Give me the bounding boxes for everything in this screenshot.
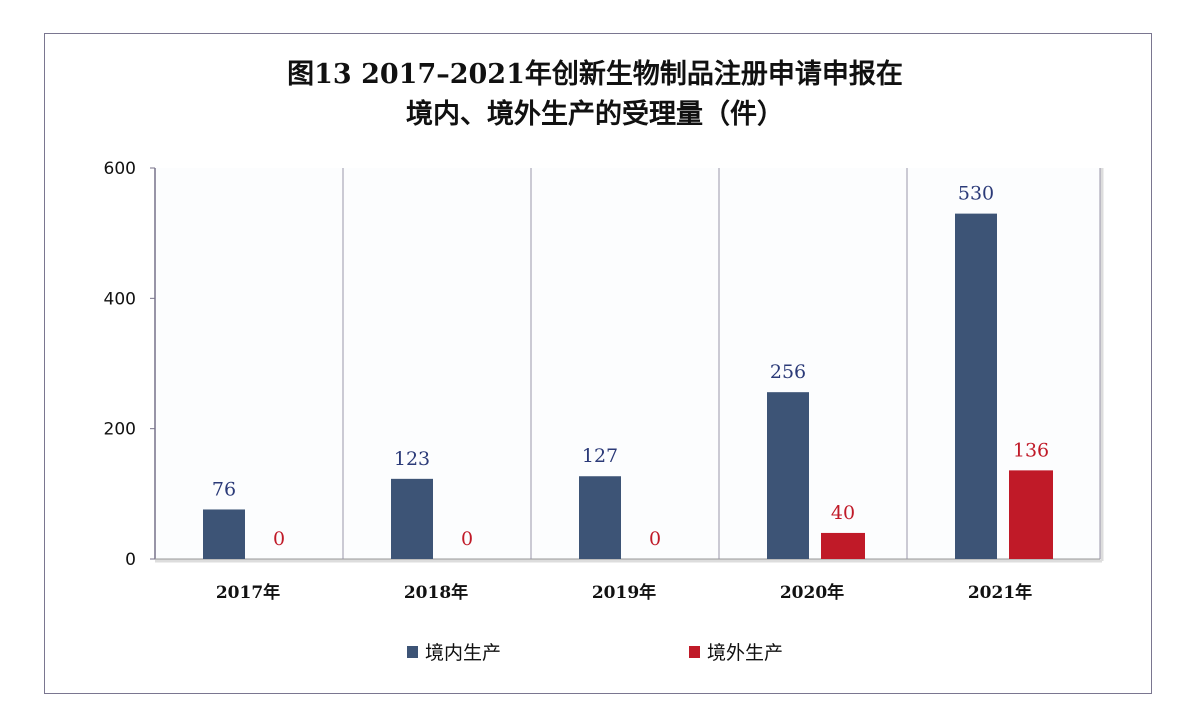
bar-domestic (579, 476, 621, 559)
chart-title-line1: 图13 2017–2021年创新生物制品注册申请申报在 (287, 59, 903, 90)
legend-label: 境内生产 (425, 642, 501, 664)
data-label: 0 (649, 528, 661, 550)
y-tick-label: 0 (125, 550, 136, 570)
data-label: 76 (212, 478, 236, 500)
data-label: 136 (1013, 439, 1049, 461)
x-tick-label: 2018年 (404, 582, 468, 603)
data-label: 256 (770, 361, 806, 383)
x-tick-label: 2021年 (968, 582, 1032, 603)
data-label: 0 (461, 528, 473, 550)
y-tick-label: 400 (104, 289, 136, 309)
x-tick-label: 2017年 (216, 582, 280, 603)
bar-domestic (767, 392, 809, 559)
chart-title-line2: 境内、境外生产的受理量（件） (406, 99, 784, 130)
y-tick-label: 600 (104, 159, 136, 179)
x-tick-label: 2020年 (780, 582, 844, 603)
plot-area (155, 168, 1100, 559)
data-label: 127 (582, 445, 618, 467)
data-label: 40 (831, 502, 855, 524)
data-label: 123 (394, 448, 430, 470)
bar-domestic (955, 213, 997, 559)
bar-overseas (821, 532, 865, 559)
bar-domestic (391, 478, 433, 559)
x-tick-label: 2019年 (592, 582, 656, 603)
y-tick-label: 200 (104, 420, 136, 440)
data-label: 0 (273, 528, 285, 550)
bar-domestic (203, 509, 245, 559)
data-label: 530 (958, 183, 994, 205)
legend-label: 境外生产 (707, 642, 783, 664)
legend-swatch (407, 646, 418, 658)
bar-overseas (1009, 470, 1053, 559)
legend-swatch (689, 646, 700, 658)
